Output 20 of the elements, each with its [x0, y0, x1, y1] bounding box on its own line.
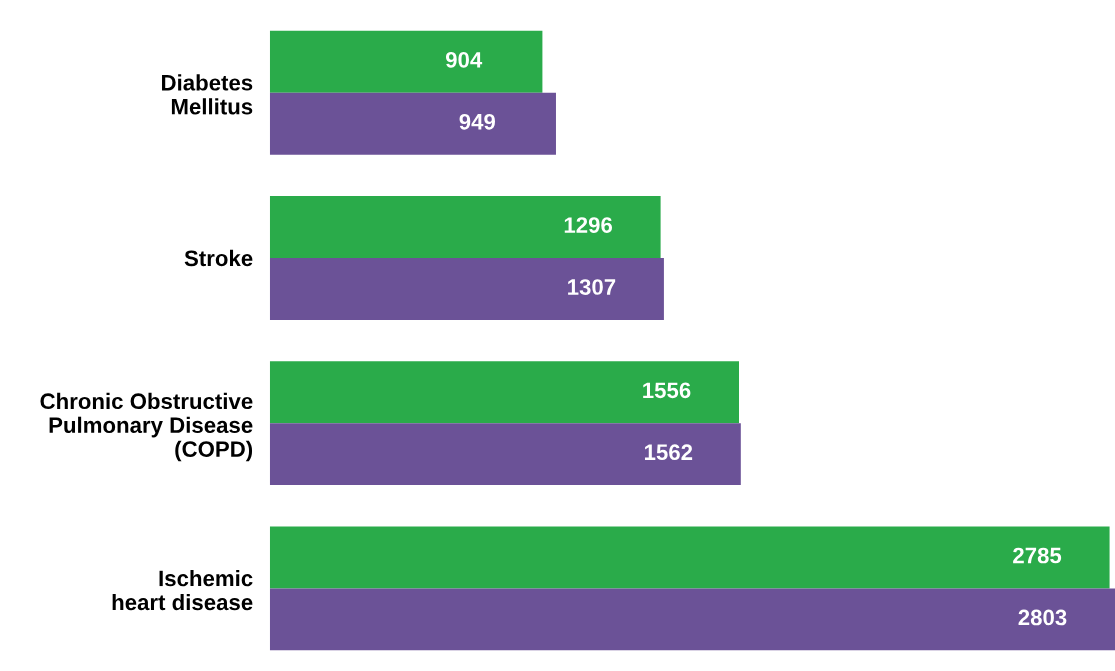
data-label: 2803 — [1018, 609, 1067, 626]
y-tick-label: Stroke — [184, 249, 253, 267]
bar — [269, 361, 739, 424]
y-tick-label: Chronic Obstructive Pulmonary Disease (COPD) — [40, 392, 253, 462]
data-label: 1307 — [568, 279, 616, 295]
bar — [269, 423, 741, 486]
data-label: 1296 — [564, 217, 613, 233]
y-tick-label: Diabetes Mellitus — [162, 74, 253, 115]
data-label: 2785 — [1013, 547, 1062, 564]
data-label: 1556 — [643, 382, 691, 399]
bar — [269, 195, 661, 258]
bar — [269, 92, 556, 155]
data-label: 949 — [459, 113, 496, 130]
bar — [269, 588, 1115, 651]
bar — [269, 526, 1110, 589]
data-label: 904 — [445, 51, 483, 68]
bar — [269, 257, 664, 320]
bar — [269, 30, 543, 93]
y-tick-label: Ischemic heart disease — [112, 569, 253, 611]
data-label: 1562 — [644, 444, 693, 461]
